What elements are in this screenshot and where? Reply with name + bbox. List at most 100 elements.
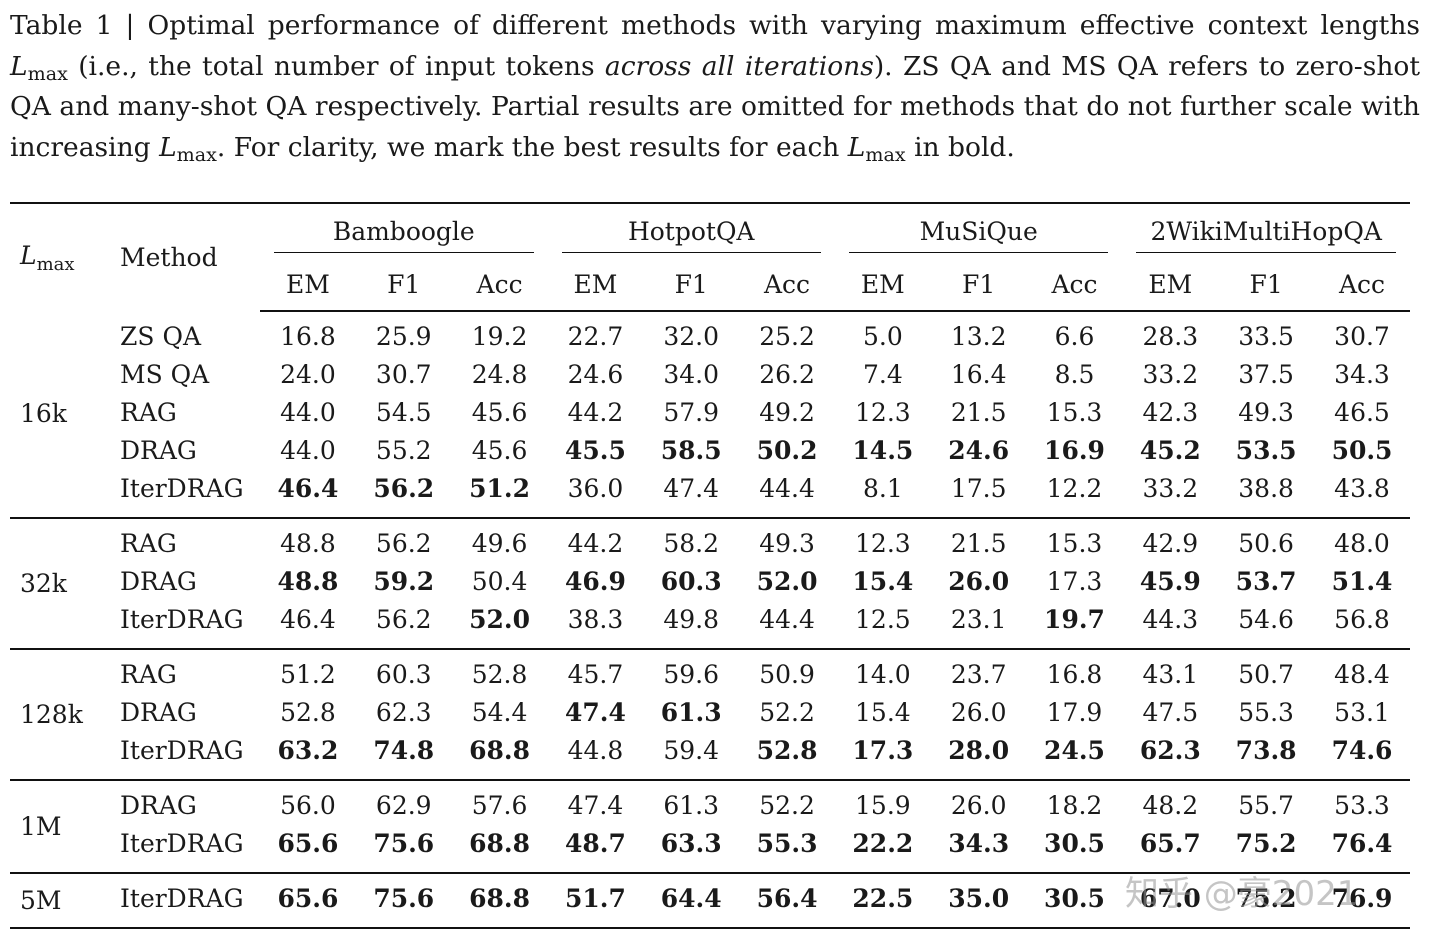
value-cell: 44.2 [548,394,644,432]
value-cell: 23.1 [931,601,1027,649]
value: 46.5 [1334,398,1390,427]
value-cell: 8.1 [835,470,931,518]
value: 67.0 [1139,884,1201,913]
value-cell: 19.7 [1027,601,1123,649]
value-cell: 48.8 [260,563,356,601]
value: 48.0 [1334,529,1390,558]
value: 37.5 [1238,360,1294,389]
value: 22.2 [852,829,914,858]
value: 26.0 [948,567,1010,596]
value: 65.6 [277,829,339,858]
value-cell: 51.2 [260,648,356,694]
value: 28.3 [1142,322,1199,351]
table-row: 16k ZS QA 16.8 25.9 19.2 22.7 32.0 25.2 5.0 13.2 6… [10,311,1410,429]
value-cell: 44.2 [547,517,644,563]
table-row: DRAG 48.8 59.2 50.4 46.9 60.3 52.0 15.4 26.0 17.3… [10,563,1410,601]
value-cell: 28.3 [1122,311,1218,356]
value-cell: 53.3 [1314,779,1410,825]
row-group: 1M DRAG 56.0 62.9 57.6 47.4 61.3 52.2 15.9 26.0 18… [10,779,1410,873]
method-header: Method [110,202,261,311]
method-cell: DRAG [110,779,261,825]
value-cell: 34.0 [643,356,739,394]
table-row: IterDRAG 63.2 74.8 68.8 44.8 59.4 52.8 17.3 28.0… [10,732,1410,780]
value: 65.6 [277,884,339,913]
value: 48.8 [277,567,339,596]
value-cell: 52.0 [452,601,548,649]
table-row: 5M IterDRAG 65.6 75.6 68.8 51.7 64.4 56.4 22.5 35… [10,872,1410,929]
value-cell: 52.2 [739,779,835,825]
value: 56.2 [373,474,435,503]
dataset-header-cell: MuSiQue [834,202,1123,258]
value-cell: 52.8 [739,732,835,780]
value-cell: 57.9 [643,394,739,432]
value-cell: 25.2 [739,311,835,356]
value: 51.4 [1331,567,1393,596]
value: 57.6 [471,791,528,820]
row-group: 5M IterDRAG 65.6 75.6 68.8 51.7 64.4 56.4 22.5 35… [10,872,1410,929]
value: 48.2 [1142,791,1199,820]
value: 51.2 [280,660,336,689]
value-cell: 51.4 [1314,563,1410,601]
value: 52.8 [280,698,336,727]
value-cell: 75.6 [356,825,452,873]
value-cell: 59.4 [643,732,739,780]
value: 59.4 [663,736,720,765]
value: 52.2 [759,791,815,820]
value: 49.6 [471,529,528,558]
value-cell: 17.3 [1027,563,1123,601]
value: 58.2 [663,529,720,558]
value-cell: 58.2 [643,517,740,563]
value: 21.5 [950,398,1007,427]
value: 26.2 [759,360,815,389]
value: 44.2 [567,398,624,427]
value: 15.4 [852,567,914,596]
value: 28.0 [948,736,1010,765]
value: 44.0 [280,436,336,465]
value: 24.0 [280,360,336,389]
value: 75.2 [1235,884,1297,913]
metric-header: EM [260,258,356,312]
value: 44.0 [280,398,336,427]
value-cell: 14.0 [834,648,931,694]
caption-symbol: L [847,131,866,163]
value: 22.5 [852,884,914,913]
value-cell: 50.5 [1314,432,1410,470]
lmax-symbol: L [20,240,37,270]
metric-header: EM [1122,258,1219,312]
value: 21.5 [950,529,1007,558]
table-row: 128k RAG 51.2 60.3 52.8 45.7 59.6 50.9 14.0 23.7 1… [10,648,1410,780]
dataset-header-cell: HotpotQA [547,202,835,258]
value-cell: 68.8 [452,825,548,873]
lmax-cell: 1M [10,779,111,873]
value-cell: 33.2 [1122,470,1218,518]
value: 61.3 [660,698,722,727]
value-cell: 48.2 [1122,779,1219,825]
value: 43.1 [1142,660,1199,689]
value: 32.0 [663,322,720,351]
value: 73.8 [1235,736,1297,765]
value: 55.7 [1238,791,1294,820]
value: 49.8 [663,605,720,634]
method-cell: IterDRAG [120,829,244,858]
method-cell: RAG [120,398,177,427]
value: 42.9 [1142,529,1199,558]
value-cell: 47.4 [643,470,739,518]
value: 24.5 [1044,736,1105,765]
value: 36.0 [567,474,624,503]
value: 57.9 [663,398,720,427]
value: 75.6 [373,884,435,913]
value: 17.9 [1046,698,1103,727]
value-cell: 25.9 [356,311,452,356]
value: 46.4 [277,474,339,503]
value-cell: 56.4 [739,872,835,929]
value-cell: 45.9 [1122,563,1218,601]
table-row: 1M DRAG 56.0 62.9 57.6 47.4 61.3 52.2 15.9 26.0 18… [10,779,1410,873]
value-cell: 45.5 [548,432,644,470]
value-cell: 56.2 [356,601,452,649]
value: 22.7 [567,322,624,351]
value-cell: 59.2 [356,563,452,601]
metric-header: F1 [355,258,452,312]
value: 75.2 [1235,829,1297,858]
dataset-header: MuSiQue [848,209,1109,253]
value: 53.3 [1334,791,1390,820]
